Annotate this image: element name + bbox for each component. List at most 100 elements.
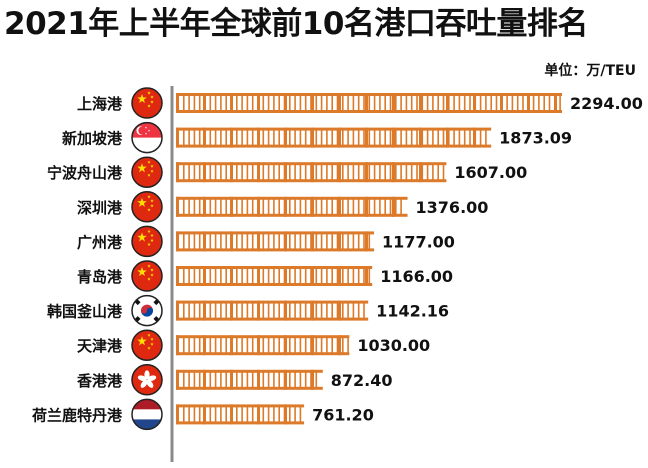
bar-post — [554, 93, 557, 113]
bar-slat — [183, 371, 185, 388]
bar-slat — [357, 198, 360, 215]
bar-slat — [357, 95, 360, 111]
bar-slat — [379, 164, 381, 181]
bar-slat — [304, 164, 307, 181]
bar-row: 宁波舟山港 1607.00 — [47, 156, 527, 188]
bar-top-rail — [176, 369, 323, 373]
bar-slat — [209, 95, 212, 111]
bar-slat — [193, 233, 196, 250]
bar-slat — [458, 129, 461, 146]
bar-slat — [299, 129, 302, 146]
bar-post — [284, 335, 287, 356]
bar-post — [311, 196, 314, 217]
bar-slat — [421, 164, 424, 181]
bar-slat — [193, 268, 196, 284]
bar-slat — [299, 268, 302, 284]
flag-star — [150, 273, 154, 277]
bar-slat — [220, 233, 222, 250]
bar-slat — [289, 371, 291, 388]
bar-post — [176, 196, 179, 217]
bar-slat — [198, 198, 201, 215]
bar-slat — [209, 337, 212, 354]
bar-slat — [342, 198, 344, 215]
bar-slat — [347, 302, 349, 319]
bar-slat — [251, 337, 254, 354]
bar-slat — [315, 337, 318, 354]
bar-slat — [214, 337, 217, 354]
bar-slat — [326, 129, 328, 146]
bar-slat — [389, 129, 392, 146]
flag-star — [147, 173, 151, 177]
bar-slat — [236, 164, 238, 181]
bar-slat — [220, 268, 222, 284]
bar-slat — [183, 302, 185, 319]
bar-slat — [251, 95, 254, 111]
bar-slat — [236, 371, 238, 388]
bar-slat — [267, 198, 270, 215]
bar-slat — [193, 371, 196, 388]
bar-slat — [251, 268, 254, 284]
bar-slat — [225, 198, 227, 215]
bar-slat — [347, 268, 349, 284]
bar-slat — [188, 129, 190, 146]
china-flag-icon — [131, 87, 163, 119]
bar — [176, 127, 492, 148]
bar-slat — [331, 337, 333, 354]
bar-slat — [304, 129, 307, 146]
bar-slat — [416, 129, 418, 146]
flag-star — [150, 95, 154, 99]
port-label: 新加坡港 — [62, 130, 123, 148]
bar-slat — [342, 302, 344, 319]
bar-slat — [273, 233, 275, 250]
bar-slat — [262, 302, 265, 319]
netherlands-flag-icon — [131, 398, 163, 431]
bar-slat — [347, 164, 349, 181]
bar-post — [257, 300, 260, 321]
bar-slat — [320, 337, 323, 354]
bar-slat — [188, 233, 190, 250]
bar-slat — [463, 129, 466, 146]
flag-star — [150, 233, 154, 237]
bar-slat — [379, 198, 381, 215]
bar-slat — [352, 164, 355, 181]
bar-slat — [225, 371, 227, 388]
flag-star — [150, 164, 154, 168]
bar-slat — [485, 129, 487, 146]
bar-slat — [278, 233, 280, 250]
bar-slat — [262, 406, 265, 423]
bar-slat — [225, 95, 227, 111]
bar-slat — [347, 198, 349, 215]
bar-slat — [225, 406, 227, 423]
bar-post — [257, 404, 260, 425]
flag-star — [137, 197, 147, 207]
bar-slat — [384, 198, 386, 215]
port-label: 韩国釜山港 — [47, 303, 123, 321]
bar — [176, 93, 562, 113]
bar-bottom-rail — [176, 144, 492, 148]
bar-slat — [209, 164, 212, 181]
flag-star — [150, 342, 154, 346]
bar-row: 香港港 872.40 — [77, 364, 393, 396]
flag-outline — [131, 121, 163, 154]
bar-post — [176, 162, 179, 183]
bar-slat — [241, 233, 243, 250]
port-label: 上海港 — [77, 95, 123, 113]
bar-slat — [336, 198, 339, 215]
unit-label: 单位：万/TEU — [544, 63, 636, 79]
bar-slat — [278, 268, 280, 284]
bar-top-rail — [176, 127, 492, 131]
bar-slat — [400, 198, 402, 215]
bar-bottom-rail — [176, 386, 323, 390]
bar-slat — [278, 198, 280, 215]
bar — [176, 162, 447, 183]
bar-slat — [214, 129, 217, 146]
bar-slat — [214, 198, 217, 215]
bar-slat — [368, 268, 371, 284]
bar-slat — [495, 95, 498, 111]
bar-slat — [289, 268, 291, 284]
port-label: 香港港 — [77, 372, 123, 390]
bar-post — [176, 266, 179, 286]
bar-slat — [273, 268, 275, 284]
bar-post — [203, 266, 206, 286]
flag-star — [150, 169, 154, 173]
